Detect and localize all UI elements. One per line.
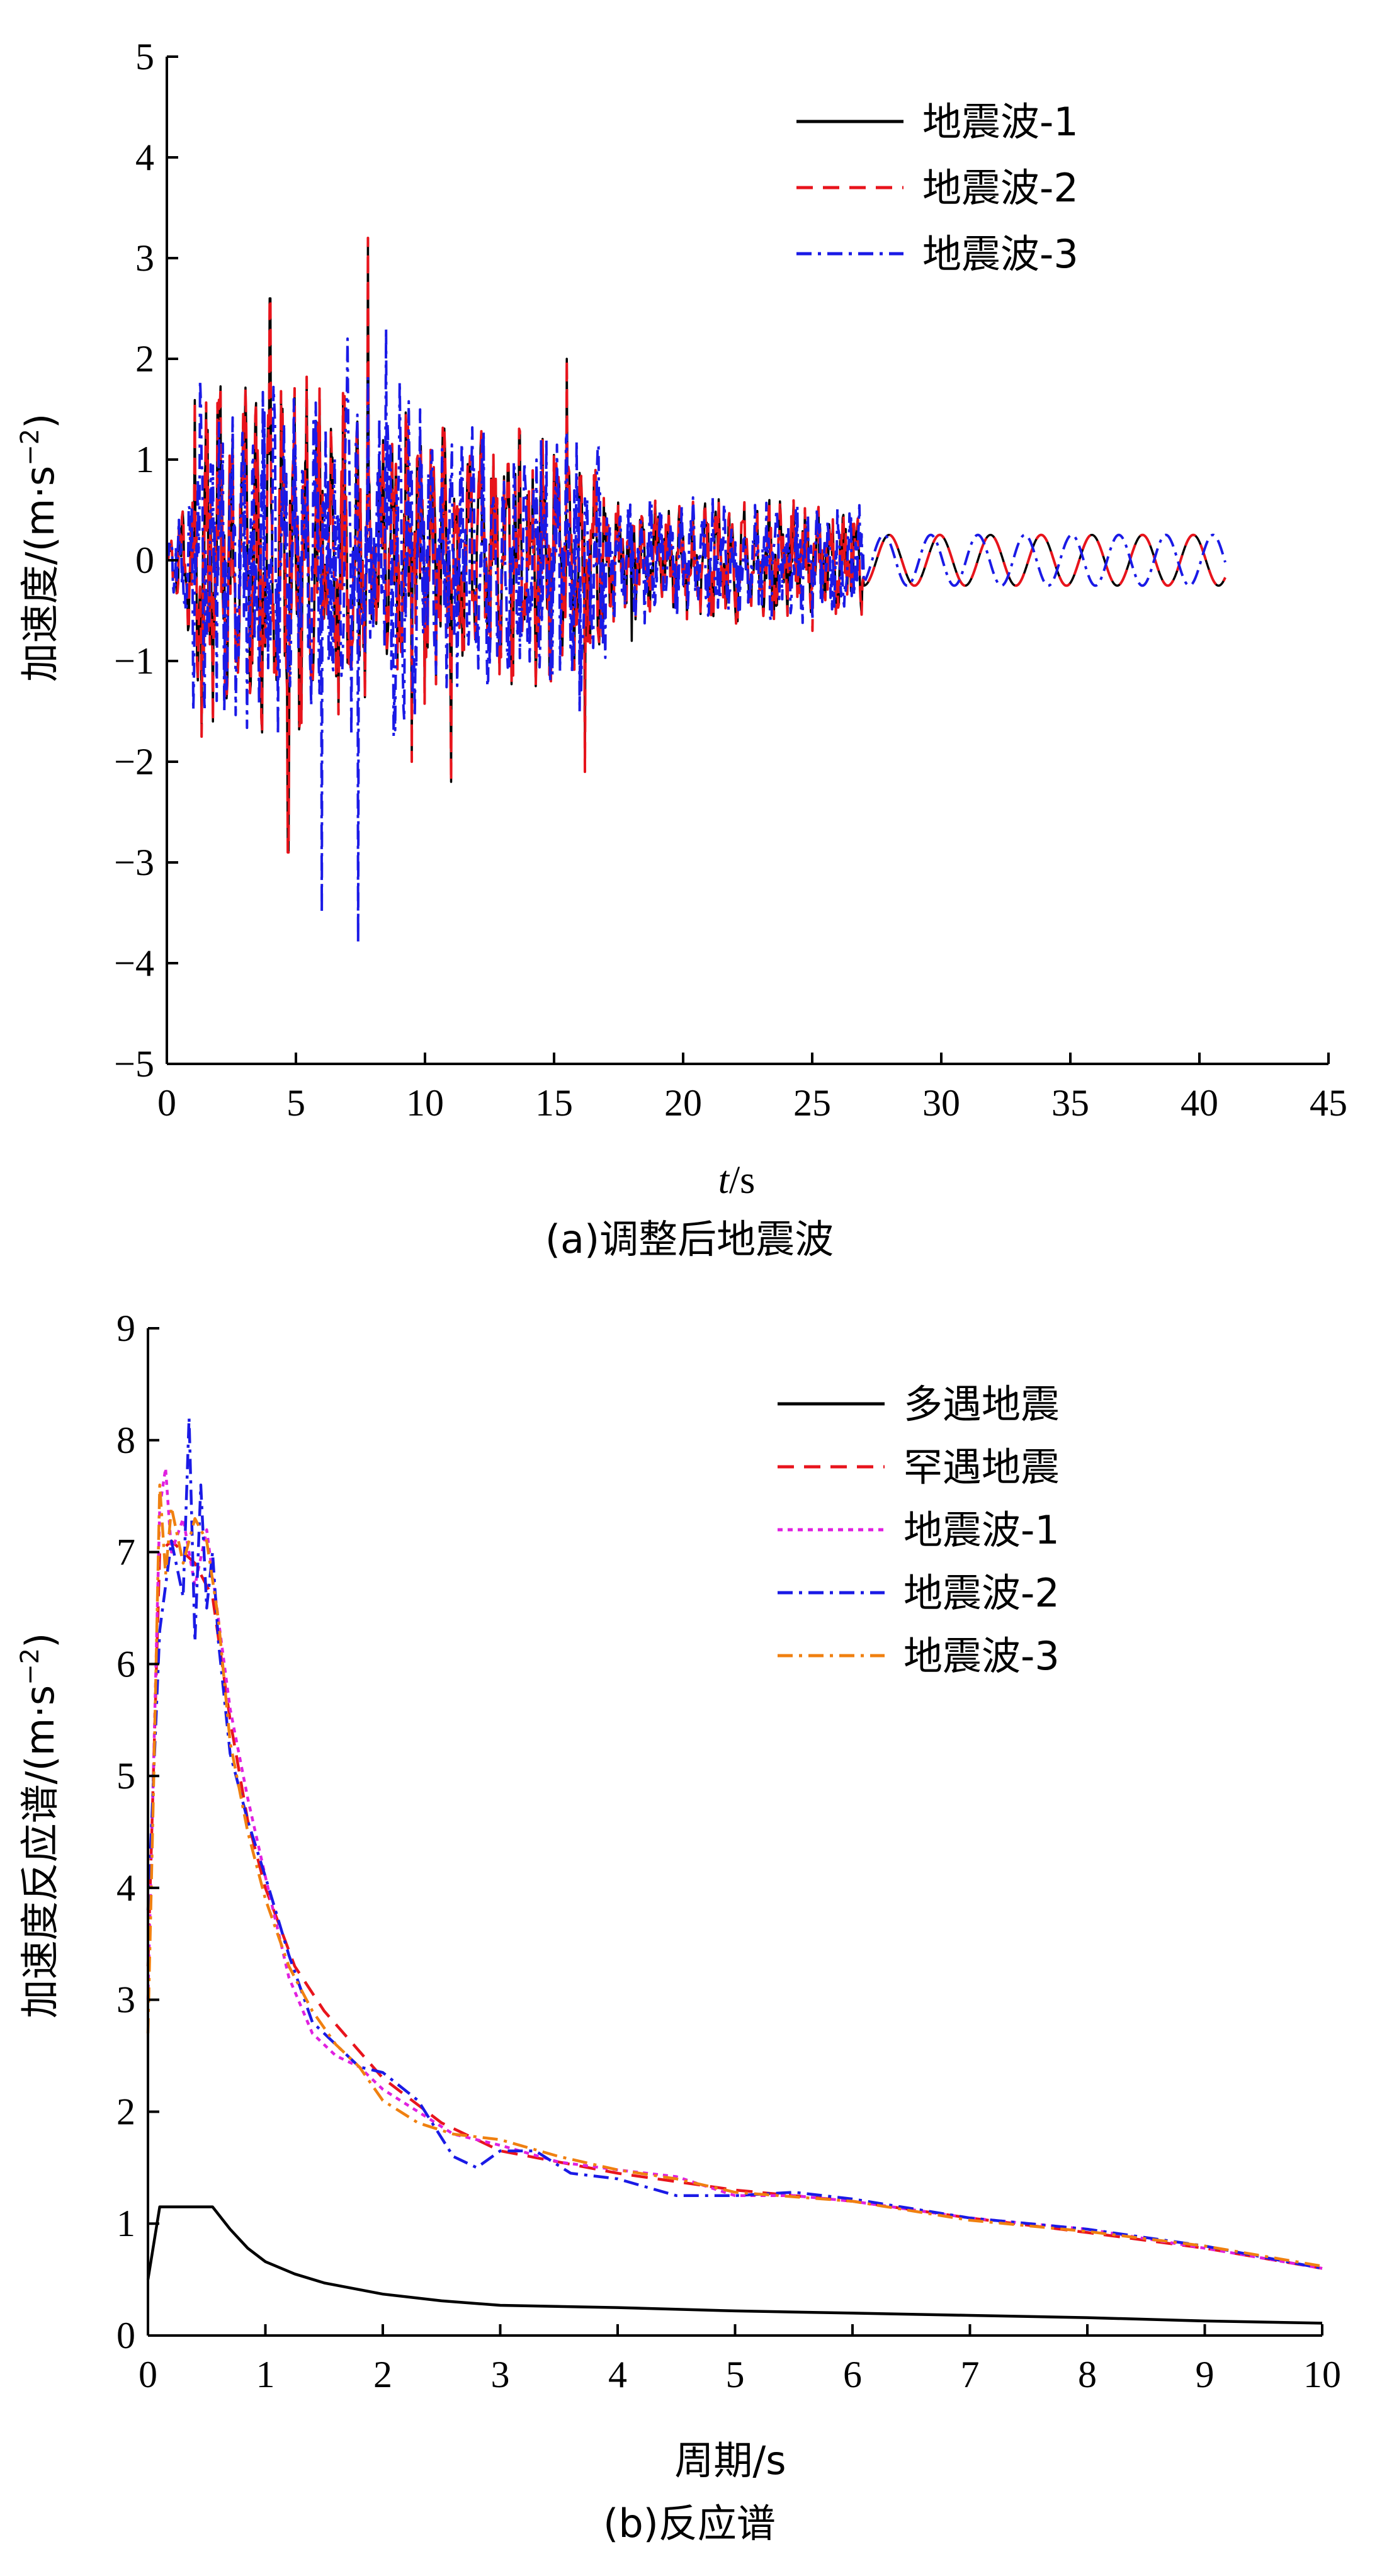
- series-line-1: [166, 237, 1226, 854]
- x-tick-label: 0: [157, 1082, 176, 1124]
- chart-a-legend: 地震波-1 地震波-2 地震波-3: [796, 99, 1079, 277]
- y-tick-label: 7: [116, 1532, 135, 1573]
- legend-label: 地震波-1: [922, 99, 1079, 145]
- y-tick-label: 0: [116, 2315, 135, 2356]
- x-tick-label: 20: [664, 1082, 702, 1124]
- y-tick-label: 4: [135, 137, 154, 178]
- x-tick-label: 10: [406, 1082, 444, 1124]
- legend-label: 地震波-2: [903, 1570, 1060, 1616]
- y-tick-label: 5: [135, 36, 154, 77]
- spectrum-line-4: [146, 1416, 1323, 2270]
- legend-label: 地震波-3: [903, 1633, 1060, 1679]
- x-tick-label: 3: [491, 2354, 510, 2395]
- x-tick-label: 25: [793, 1082, 831, 1124]
- x-tick-label: 45: [1310, 1082, 1347, 1124]
- chart-b-ylabel: 加速度反应谱/(m·s−2): [16, 1633, 63, 2019]
- chart-a-ylabel: 加速度/(m·s−2): [16, 414, 63, 682]
- legend-label: 地震波-2: [922, 165, 1079, 211]
- x-tick-label: 40: [1181, 1082, 1218, 1124]
- x-tick-label: 2: [373, 2354, 392, 2395]
- x-tick-label: 15: [535, 1082, 573, 1124]
- y-tick-label: 2: [135, 338, 154, 380]
- chart-b-xlabel: 周期/s: [674, 2438, 786, 2483]
- legend-label: 多遇地震: [903, 1381, 1060, 1427]
- x-tick-label: 10: [1303, 2354, 1341, 2395]
- spectrum-line-1: [146, 2205, 1323, 2325]
- legend-label: 地震波-1: [903, 1507, 1060, 1553]
- series-line-2: [166, 237, 1226, 854]
- y-tick-label: −1: [114, 640, 154, 682]
- y-tick-label: 9: [116, 1308, 135, 1349]
- spectrum-line-3: [146, 1466, 1323, 2270]
- y-tick-label: −2: [114, 741, 154, 782]
- spectrum-line-5: [146, 1483, 1323, 2268]
- chart-b-series-group: [146, 1416, 1323, 2325]
- y-tick-label: −5: [114, 1043, 154, 1085]
- chart-a-xlabel: t/s: [718, 1159, 756, 1202]
- chart-a-series-group: [166, 237, 1226, 944]
- y-tick-label: 3: [116, 1979, 135, 2021]
- y-tick-label: 0: [135, 539, 154, 581]
- x-tick-label: 1: [256, 2354, 275, 2395]
- x-tick-label: 8: [1078, 2354, 1097, 2395]
- series-line-3: [166, 327, 1226, 944]
- spectrum-line-2: [146, 1539, 1323, 2270]
- x-tick-label: 5: [286, 1082, 305, 1124]
- y-tick-label: 6: [116, 1643, 135, 1685]
- y-tick-label: 2: [116, 2091, 135, 2132]
- x-tick-label: 9: [1196, 2354, 1215, 2395]
- y-tick-label: 5: [116, 1755, 135, 1797]
- x-tick-label: 30: [922, 1082, 960, 1124]
- y-tick-label: 3: [135, 237, 154, 279]
- x-tick-label: 7: [961, 2354, 980, 2395]
- chart-a-caption: (a)调整后地震波: [545, 1216, 834, 1262]
- y-tick-label: 1: [116, 2203, 135, 2244]
- y-tick-label: 1: [135, 439, 154, 480]
- legend-label: 罕遇地震: [903, 1444, 1060, 1490]
- x-tick-label: 5: [726, 2354, 745, 2395]
- y-tick-label: 8: [116, 1420, 135, 1461]
- chart-b-caption: (b)反应谱: [603, 2500, 776, 2546]
- x-tick-label: 0: [139, 2354, 157, 2395]
- x-tick-label: 35: [1051, 1082, 1089, 1124]
- x-tick-label: 6: [843, 2354, 862, 2395]
- y-tick-label: −4: [114, 942, 154, 984]
- legend-label: 地震波-3: [922, 231, 1079, 277]
- y-tick-label: 4: [116, 1867, 135, 1909]
- x-tick-label: 4: [608, 2354, 627, 2395]
- y-tick-label: −3: [114, 842, 154, 883]
